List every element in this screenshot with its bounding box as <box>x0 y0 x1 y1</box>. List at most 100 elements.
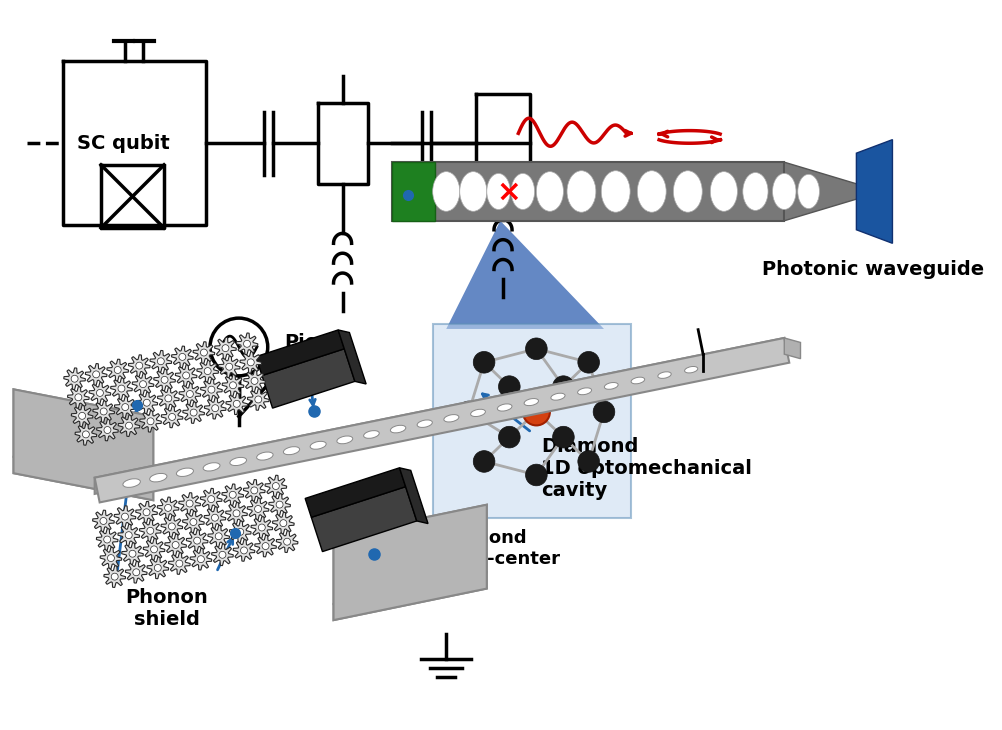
Polygon shape <box>446 220 604 329</box>
Polygon shape <box>239 352 262 373</box>
Circle shape <box>92 371 99 378</box>
Circle shape <box>114 366 121 374</box>
Polygon shape <box>222 374 243 396</box>
Ellipse shape <box>536 172 563 211</box>
Ellipse shape <box>577 388 591 395</box>
Polygon shape <box>94 338 785 494</box>
Ellipse shape <box>798 174 820 209</box>
Circle shape <box>154 564 161 572</box>
Circle shape <box>182 372 189 379</box>
Polygon shape <box>85 364 107 385</box>
Ellipse shape <box>229 458 246 466</box>
Circle shape <box>71 375 78 383</box>
Circle shape <box>207 496 214 503</box>
Ellipse shape <box>203 463 220 471</box>
Ellipse shape <box>511 174 535 210</box>
Polygon shape <box>164 534 186 556</box>
Circle shape <box>197 556 204 563</box>
Polygon shape <box>255 535 277 557</box>
Circle shape <box>172 542 179 548</box>
Ellipse shape <box>417 420 432 428</box>
Circle shape <box>82 431 89 438</box>
Polygon shape <box>204 397 226 419</box>
Circle shape <box>118 385 125 392</box>
Polygon shape <box>193 342 214 364</box>
Ellipse shape <box>123 479 140 488</box>
Circle shape <box>225 364 232 370</box>
Text: Piezo: Piezo <box>284 333 343 352</box>
Polygon shape <box>121 543 143 564</box>
Circle shape <box>164 504 171 511</box>
Circle shape <box>204 368 211 374</box>
Circle shape <box>233 510 239 517</box>
Polygon shape <box>433 324 631 518</box>
Polygon shape <box>161 406 183 428</box>
Ellipse shape <box>444 415 459 422</box>
Polygon shape <box>147 557 168 579</box>
Polygon shape <box>265 475 287 497</box>
Polygon shape <box>204 507 225 529</box>
Polygon shape <box>334 504 487 620</box>
Polygon shape <box>334 504 487 604</box>
Polygon shape <box>94 338 790 502</box>
Circle shape <box>552 426 574 448</box>
Polygon shape <box>312 487 417 552</box>
Ellipse shape <box>551 393 565 400</box>
Ellipse shape <box>391 426 406 433</box>
Circle shape <box>523 399 550 426</box>
Polygon shape <box>182 402 204 423</box>
Circle shape <box>150 546 157 553</box>
Polygon shape <box>236 333 258 355</box>
Polygon shape <box>114 396 136 418</box>
Polygon shape <box>153 369 175 391</box>
Circle shape <box>255 505 262 512</box>
Circle shape <box>233 400 240 407</box>
Ellipse shape <box>176 468 193 477</box>
Ellipse shape <box>673 171 702 212</box>
Polygon shape <box>262 349 355 408</box>
Polygon shape <box>247 388 270 410</box>
Polygon shape <box>132 373 154 395</box>
Polygon shape <box>143 539 165 560</box>
Polygon shape <box>171 346 193 368</box>
Circle shape <box>284 538 291 545</box>
Circle shape <box>143 509 150 515</box>
Circle shape <box>104 426 111 434</box>
Ellipse shape <box>149 474 167 482</box>
Circle shape <box>143 399 150 406</box>
Ellipse shape <box>284 447 300 455</box>
Circle shape <box>552 376 574 397</box>
Circle shape <box>147 418 154 425</box>
Polygon shape <box>104 566 125 588</box>
Ellipse shape <box>337 436 353 444</box>
Circle shape <box>236 529 243 535</box>
Circle shape <box>211 514 218 521</box>
Circle shape <box>526 464 547 485</box>
Polygon shape <box>161 515 182 537</box>
Circle shape <box>186 500 193 507</box>
Ellipse shape <box>637 171 666 212</box>
Polygon shape <box>196 361 218 382</box>
Circle shape <box>473 450 495 472</box>
Circle shape <box>100 518 107 524</box>
Polygon shape <box>100 548 122 569</box>
Polygon shape <box>400 468 428 523</box>
Circle shape <box>210 318 268 376</box>
Circle shape <box>215 533 222 539</box>
Polygon shape <box>221 484 243 506</box>
Polygon shape <box>392 162 436 220</box>
Polygon shape <box>118 415 140 437</box>
Circle shape <box>186 391 193 397</box>
Circle shape <box>111 573 118 580</box>
Circle shape <box>252 377 258 385</box>
Polygon shape <box>256 330 345 375</box>
Polygon shape <box>243 370 266 392</box>
Circle shape <box>168 523 175 530</box>
Ellipse shape <box>257 452 274 460</box>
Polygon shape <box>186 530 208 551</box>
Polygon shape <box>89 382 111 404</box>
Circle shape <box>179 353 185 361</box>
Circle shape <box>259 524 266 531</box>
Polygon shape <box>247 498 269 520</box>
Polygon shape <box>182 511 204 533</box>
